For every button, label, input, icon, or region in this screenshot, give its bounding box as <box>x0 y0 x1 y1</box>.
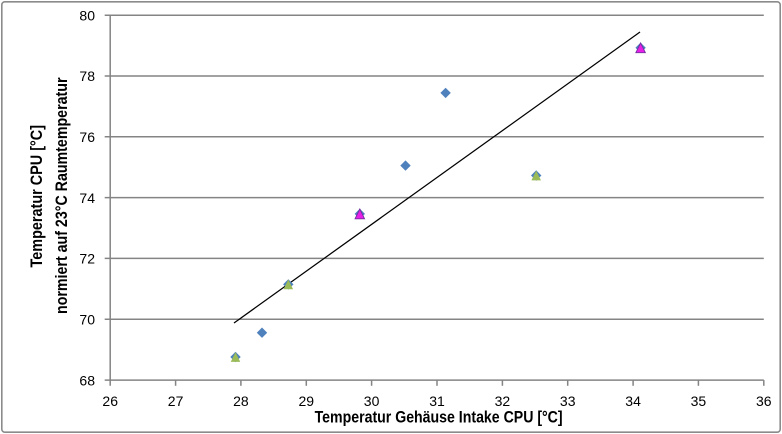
svg-text:Temperatur Gehäuse Intake CPU: Temperatur Gehäuse Intake CPU [°C] <box>315 408 563 426</box>
svg-text:34: 34 <box>625 393 641 409</box>
svg-text:36: 36 <box>756 393 772 409</box>
svg-text:normiert auf 23°C Raumtemperat: normiert auf 23°C Raumtemperatur <box>53 77 71 314</box>
svg-text:80: 80 <box>79 7 95 23</box>
svg-text:33: 33 <box>560 393 576 409</box>
svg-text:28: 28 <box>233 393 249 409</box>
svg-text:72: 72 <box>79 251 95 267</box>
svg-text:29: 29 <box>299 393 315 409</box>
svg-text:35: 35 <box>691 393 707 409</box>
svg-text:30: 30 <box>364 393 380 409</box>
svg-text:78: 78 <box>79 68 95 84</box>
svg-text:74: 74 <box>79 190 95 206</box>
svg-text:70: 70 <box>79 311 95 327</box>
svg-text:68: 68 <box>79 372 95 388</box>
svg-text:27: 27 <box>168 393 184 409</box>
svg-text:31: 31 <box>429 393 445 409</box>
svg-text:32: 32 <box>495 393 511 409</box>
svg-text:Temperatur CPU [°C]: Temperatur CPU [°C] <box>28 125 46 268</box>
svg-text:26: 26 <box>102 393 118 409</box>
svg-text:76: 76 <box>79 129 95 145</box>
